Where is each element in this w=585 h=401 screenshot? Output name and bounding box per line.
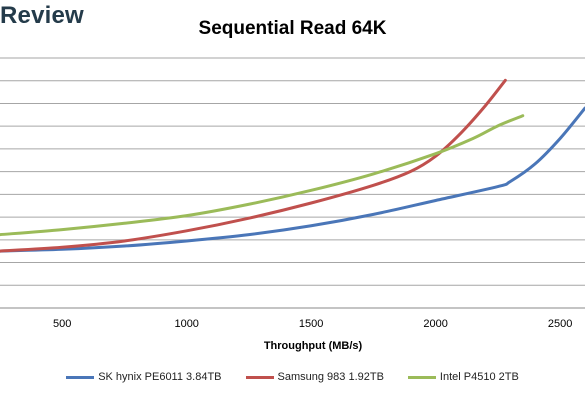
series-line xyxy=(0,78,507,253)
series-lines xyxy=(0,78,585,253)
legend-swatch xyxy=(66,375,95,379)
legend-swatch xyxy=(407,375,436,379)
legend-label: Samsung 983 1.92TB xyxy=(277,371,384,383)
legend-item: Intel P4510 2TB xyxy=(407,371,519,383)
site-logo: Review xyxy=(0,2,84,29)
gridlines xyxy=(0,57,585,309)
x-tick-labels: 500 1000 1500 2000 2500 xyxy=(53,318,572,330)
chart-legend: SK hynix PE6011 3.84TB Samsung 983 1.92TB… xyxy=(0,371,585,383)
legend-swatch xyxy=(245,375,274,379)
x-tick-label: 1000 xyxy=(174,318,198,330)
series-line xyxy=(0,114,525,237)
legend-label: SK hynix PE6011 3.84TB xyxy=(98,371,222,383)
x-axis-label: Throughput (MB/s) xyxy=(264,340,363,352)
legend-label: Intel P4510 2TB xyxy=(439,371,519,383)
legend-item: Samsung 983 1.92TB xyxy=(245,371,384,383)
chart-title: Sequential Read 64K xyxy=(198,18,387,39)
series-line xyxy=(0,106,585,253)
legend-item: SK hynix PE6011 3.84TB xyxy=(66,371,222,383)
x-tick-label: 2500 xyxy=(548,318,572,330)
x-tick-label: 500 xyxy=(53,318,71,330)
x-tick-label: 2000 xyxy=(423,318,447,330)
x-tick-label: 1500 xyxy=(299,318,323,330)
